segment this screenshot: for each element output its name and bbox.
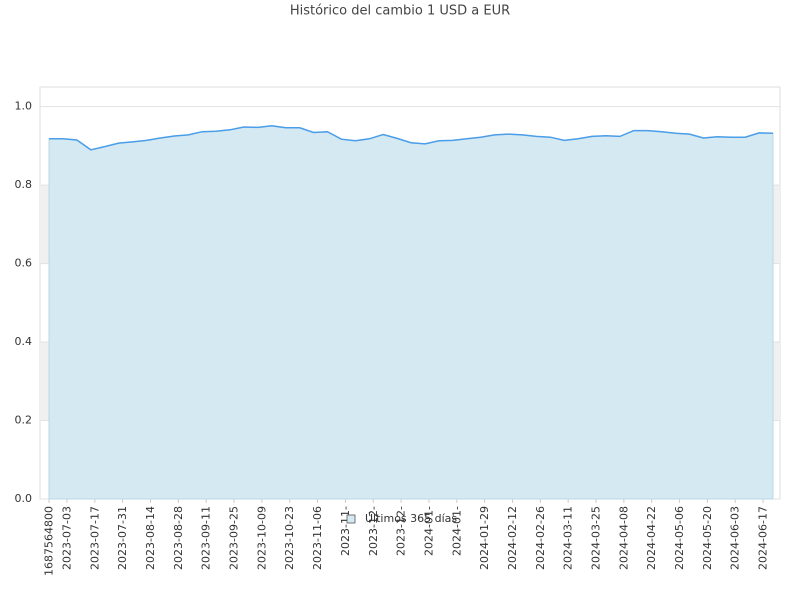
x-tick-label: 2024-02-12 [506,506,519,570]
x-tick-label: 2024-04-08 [617,506,630,570]
y-tick-label: 0.2 [15,414,33,427]
area [48,125,774,500]
x-tick-label: 2024-01- [450,506,463,556]
x-tick-label: 2024-05-20 [701,506,714,570]
x-tick-label: 2023-10-23 [283,506,296,570]
x-tick-label: 1687564800 [43,506,56,576]
legend-swatch [346,514,356,524]
x-tick-label: 2023-08-28 [172,506,185,570]
x-tick-label: 2023-10-09 [255,506,268,570]
x-tick-label: 2024-04-22 [645,506,658,570]
x-tick-label: 2024-06-03 [729,506,742,570]
x-tick-label: 2023-08-14 [144,506,157,570]
x-tick-label: 2024-01- [422,506,435,556]
x-tick-label: 2023-09-25 [228,506,241,570]
y-tick-label: 0.8 [15,178,33,191]
y-tick-label: 1.0 [15,100,33,113]
legend-label: Últimos 365 días [365,512,457,525]
x-tick-label: 2024-02-26 [534,506,547,570]
chart-title: Histórico del cambio 1 USD a EUR [290,4,510,19]
x-tick-label: 2024-05-06 [673,506,686,570]
x-tick-label: 2023-11- [339,506,352,556]
y-tick-label: 0.0 [15,492,33,505]
x-tick-label: 2023-12- [367,506,380,556]
x-tick-label: 2024-03-25 [590,506,603,570]
y-tick-label: 0.4 [15,335,33,348]
x-tick-label: 2023-07-03 [60,506,73,570]
y-tick-label: 0.6 [15,257,33,270]
x-tick-label: 2023-07-17 [88,506,101,570]
x-tick-label: 2023-12- [395,506,408,556]
x-tick-label: 2024-06-17 [757,506,770,570]
x-tick-label: 2024-03-11 [562,506,575,570]
x-tick-label: 2023-07-31 [116,506,129,570]
x-tick-label: 2023-09-11 [200,506,213,570]
x-tick-label: 2024-01-29 [478,506,491,570]
x-tick-label: 2023-11-06 [311,506,324,570]
line [49,125,774,151]
